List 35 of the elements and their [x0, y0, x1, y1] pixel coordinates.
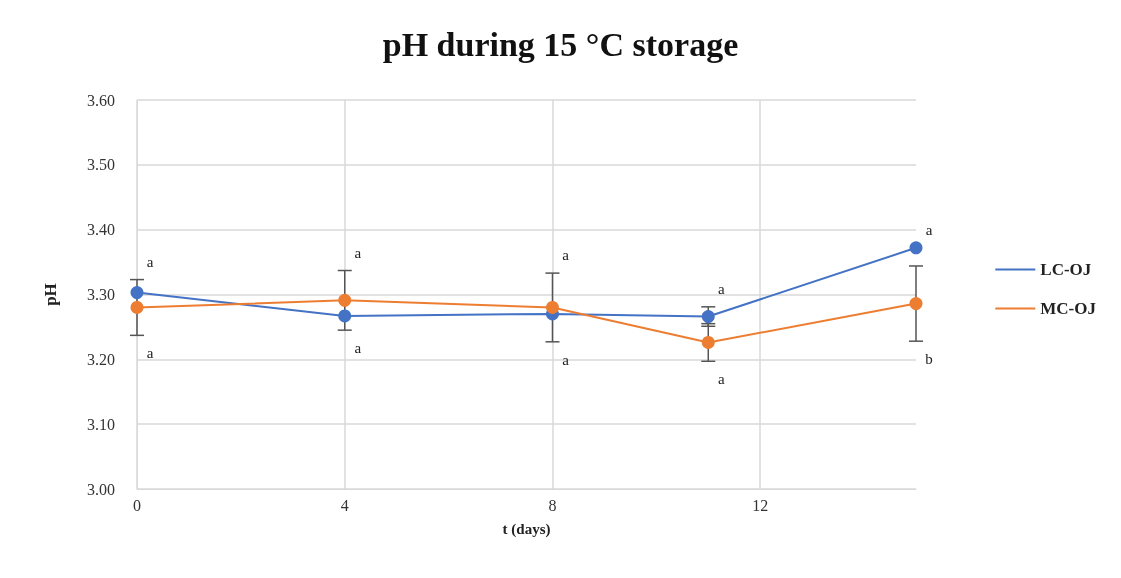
- point: [701, 335, 715, 349]
- y-tick-label: 3.20: [87, 350, 115, 368]
- annotation: a: [354, 340, 362, 357]
- y-tick-label: 3.10: [87, 415, 115, 433]
- legend-label: MC-OJ: [1040, 299, 1097, 318]
- point: [545, 300, 559, 314]
- point: [130, 300, 144, 314]
- y-tick-label: 3.40: [87, 221, 115, 239]
- y-tick-label: 3.60: [87, 91, 115, 109]
- chart-title: pH during 15 °C storage: [382, 25, 739, 63]
- point: [338, 309, 352, 323]
- annotation: a: [146, 345, 154, 362]
- x-axis-title: t (days): [502, 520, 551, 538]
- text: a: [925, 221, 933, 238]
- annotation: a: [717, 371, 725, 388]
- legend-label: LC-OJ: [1040, 260, 1092, 279]
- annotation: a: [354, 244, 362, 261]
- y-tick-label: 3.50: [87, 156, 115, 174]
- y-axis-title: pH: [41, 283, 60, 306]
- x-tick-label: 4: [340, 496, 349, 514]
- annotation: a: [562, 351, 570, 368]
- annotation: a: [717, 280, 725, 297]
- x-tick-label: 8: [548, 496, 557, 514]
- point: [338, 293, 352, 307]
- text: b: [925, 351, 933, 368]
- y-tick-label: 3.00: [87, 480, 115, 498]
- point: [701, 310, 715, 324]
- point: [909, 241, 923, 255]
- point: [909, 297, 923, 311]
- x-tick-label: 0: [133, 496, 141, 514]
- point: [130, 286, 144, 300]
- annotation: a: [562, 247, 570, 264]
- y-tick-label: 3.30: [87, 286, 115, 303]
- annotation: a: [146, 253, 154, 270]
- x-tick-label: 12: [752, 496, 769, 514]
